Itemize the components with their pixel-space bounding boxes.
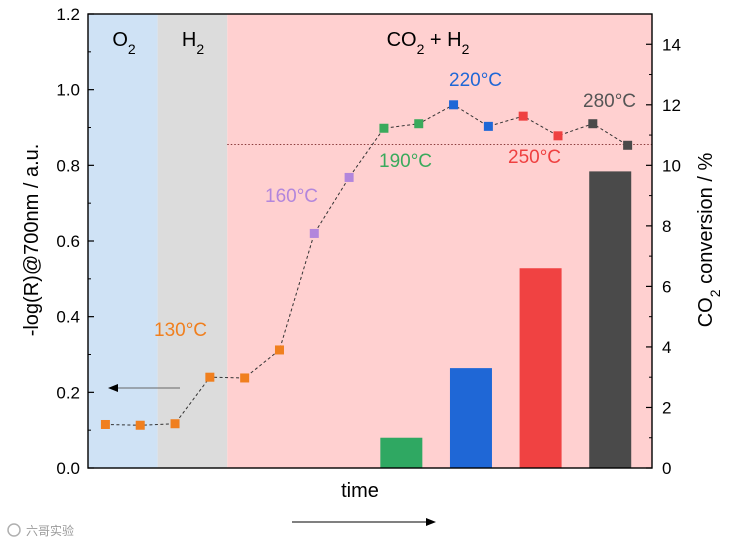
right-tick-label: 6 (662, 277, 671, 296)
right-axis-ticks: 0 2 4 6 8 10 12 14 (646, 35, 681, 478)
annotation-250c: 250°C (508, 147, 561, 168)
region-co2-h2 (227, 14, 652, 468)
data-point-2 (170, 419, 180, 429)
data-point-1 (135, 420, 145, 430)
bar-0 (380, 437, 423, 468)
left-tick-label: 0.8 (56, 156, 80, 175)
data-point-4 (240, 373, 250, 383)
region-label-co2-h2: CO2 + H2 (387, 29, 470, 57)
bar-2 (519, 268, 562, 468)
left-tick-label: 1.0 (56, 81, 80, 100)
conversion-bars (380, 171, 632, 469)
right-tick-label: 4 (662, 338, 671, 357)
annotation-160c: 160°C (265, 186, 318, 207)
x-axis-label: time (341, 480, 379, 502)
data-point-5 (274, 345, 284, 355)
right-tick-label: 14 (662, 35, 681, 54)
right-tick-label: 8 (662, 217, 671, 236)
watermark-text: 六哥实验 (26, 523, 74, 538)
annotation-190c: 190°C (379, 151, 432, 172)
background-regions (88, 14, 652, 468)
left-axis-ticks: 0.0 0.2 0.4 0.6 0.8 1.0 1.2 (56, 5, 94, 478)
data-point-8 (379, 123, 389, 133)
region-h2 (157, 14, 228, 468)
series-line (105, 104, 628, 426)
data-point-9 (414, 119, 424, 129)
right-tick-label: 12 (662, 96, 681, 115)
data-point-14 (588, 119, 598, 129)
data-point-15 (623, 140, 633, 150)
left-tick-label: 0.0 (56, 459, 80, 478)
bar-3 (589, 171, 632, 469)
data-point-13 (553, 131, 563, 141)
region-label-o2: O2 (112, 29, 136, 57)
left-y-axis-label: -log(R)@700nm / a.u. (21, 144, 43, 337)
data-point-3 (205, 372, 215, 382)
left-tick-label: 0.4 (56, 308, 80, 327)
data-point-7 (344, 172, 354, 182)
left-tick-label: 0.2 (56, 383, 80, 402)
data-point-10 (449, 100, 459, 110)
bar-1 (449, 368, 492, 468)
region-label-h2: H2 (182, 29, 204, 57)
annotation-130c: 130°C (154, 320, 207, 341)
left-tick-label: 1.2 (56, 5, 80, 24)
watermark: 六哥实验 (7, 523, 74, 538)
data-point-6 (309, 228, 319, 238)
right-tick-label: 0 (662, 459, 671, 478)
time-arrow (292, 518, 436, 526)
right-tick-label: 2 (662, 398, 671, 417)
left-axis-pointer-arrow (108, 384, 180, 392)
data-point-11 (483, 121, 493, 131)
data-point-12 (518, 111, 528, 121)
left-tick-label: 0.6 (56, 232, 80, 251)
series-markers (100, 100, 633, 430)
right-y-axis-label: CO2 conversion / % (695, 153, 723, 328)
right-tick-label: 10 (662, 156, 681, 175)
data-point-0 (100, 419, 110, 429)
annotation-220c: 220°C (449, 70, 502, 91)
annotation-280c: 280°C (583, 91, 636, 112)
region-o2 (88, 14, 158, 468)
